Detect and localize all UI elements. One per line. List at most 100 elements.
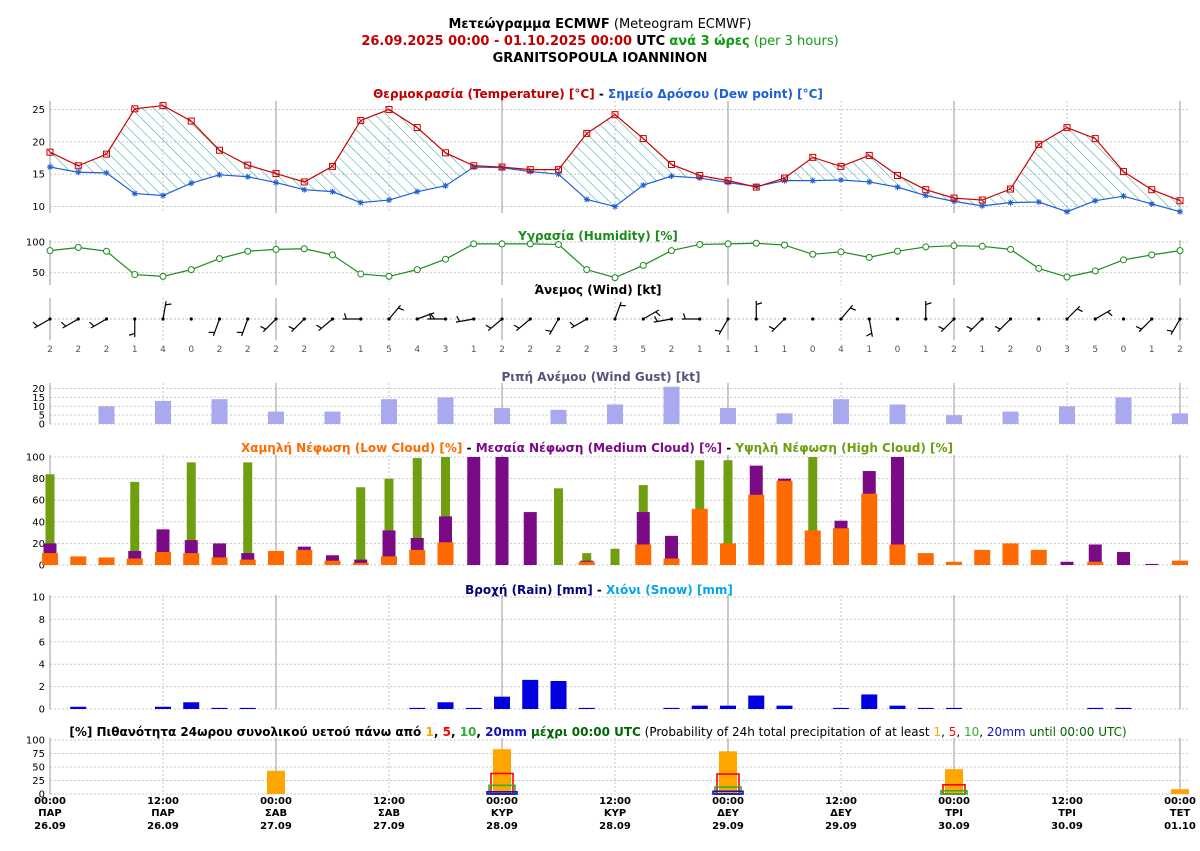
dew-point <box>809 177 816 184</box>
dew-point <box>1035 199 1042 205</box>
temperature-point <box>1091 135 1099 143</box>
wind-speed-label: 1 <box>358 345 364 355</box>
prob-bar-20mm <box>486 791 518 795</box>
low-cloud-bar <box>804 530 821 565</box>
wind-speed-label: 2 <box>273 345 279 355</box>
wind-barb <box>1066 305 1081 320</box>
x-label-day: ΤΕΤ <box>1170 808 1191 819</box>
cloud-ytick: 40 <box>32 517 45 528</box>
wind-barb <box>90 318 107 329</box>
dew-point <box>894 184 901 191</box>
wind-dot <box>415 317 419 321</box>
wind-barb-tick <box>343 313 347 320</box>
dew-point <box>612 203 618 210</box>
prob-bar-1mm <box>493 749 511 794</box>
dew-point <box>640 182 647 189</box>
low-cloud-bar <box>974 549 991 565</box>
wind-dot <box>76 317 80 321</box>
temperature-point <box>74 162 82 170</box>
wind-speed-label: 1 <box>753 345 759 355</box>
gust-title-part: Ριπή Ανέμου (Wind Gust) [kt] <box>502 370 701 384</box>
gust-bar <box>155 400 171 424</box>
rain-ytick: 4 <box>39 660 45 671</box>
temperature-point-mark <box>443 150 448 156</box>
wind-barb <box>1170 318 1181 335</box>
medium-cloud-bar <box>1145 563 1159 565</box>
prob-title-part: , <box>979 725 987 739</box>
prob-title-part: until 00:00 UTC) <box>1026 725 1127 739</box>
humidity-point <box>1035 264 1043 272</box>
low-cloud-bar <box>42 553 58 565</box>
high-cloud-bar <box>186 462 196 565</box>
temperature-point-mark <box>47 149 53 155</box>
x-label-day: ΚΥΡ <box>491 808 513 819</box>
wind-dot <box>782 317 787 321</box>
wind-speed-label: 2 <box>669 345 675 355</box>
temperature-point <box>1176 197 1184 205</box>
wind-dot <box>302 317 306 321</box>
dew-point <box>414 188 421 195</box>
wind-barb-tick <box>938 325 945 330</box>
low-cloud-bar <box>409 549 426 565</box>
temperature-point-mark <box>414 125 420 130</box>
wind-barb <box>212 318 221 337</box>
temperature-point <box>329 162 336 170</box>
wind-barb-tick <box>316 324 322 329</box>
wind-speed-label: 2 <box>330 345 336 355</box>
temperature-point-mark <box>1092 136 1098 141</box>
temperature-point <box>526 166 534 174</box>
temperature-point <box>244 161 252 169</box>
prob-title: [%] Πιθανότητα 24ωρου συνολικού υετού πά… <box>69 725 1126 739</box>
dew-point <box>47 164 53 171</box>
gust-bar <box>607 404 623 424</box>
rain-title: Βροχή (Rain) [mm] - Χιόνι (Snow) [mm] <box>465 583 733 597</box>
wind-barb-tick <box>89 321 95 327</box>
wind-barb <box>570 318 588 329</box>
dew-point <box>357 199 364 206</box>
wind-barb <box>718 318 729 335</box>
x-label-time: 00:00 <box>938 796 970 807</box>
low-cloud-bar <box>861 493 878 565</box>
temperature-point-mark <box>386 107 392 112</box>
high-cloud-bar <box>723 460 733 565</box>
medium-cloud-bar <box>467 457 481 565</box>
wind-barb-tick <box>714 329 721 333</box>
gust-bar <box>211 399 228 424</box>
humidity-point <box>865 253 873 261</box>
x-label-time: 00:00 <box>486 796 518 807</box>
x-label-time: 12:00 <box>373 796 405 807</box>
wind-dot <box>472 317 476 321</box>
temperature-point-mark <box>499 164 505 170</box>
temperature-point <box>950 194 958 202</box>
wind-dot <box>1121 317 1126 321</box>
x-label-date: 26.09 <box>34 821 66 832</box>
rain-title-part: Χιόνι (Snow) [mm] <box>606 583 733 597</box>
wind-barb-tick <box>398 307 405 311</box>
rain-ytick: 8 <box>39 615 45 626</box>
dew-point <box>103 169 110 176</box>
wind-dot <box>867 317 871 321</box>
wind-dot <box>613 317 617 321</box>
wind-dot <box>811 317 815 321</box>
x-label-time: 00:00 <box>1164 796 1196 807</box>
wind-dot <box>48 317 52 321</box>
gust-ytick: 5 <box>39 411 45 422</box>
gust-bar <box>268 411 284 424</box>
wind-barb-tick <box>260 325 267 330</box>
low-cloud-bar <box>239 559 256 565</box>
rain-bar <box>70 706 87 709</box>
wind-dot <box>641 317 645 321</box>
humidity-point <box>611 274 619 282</box>
gust-title: Ριπή Ανέμου (Wind Gust) [kt] <box>502 370 701 384</box>
high-cloud-bar <box>808 457 818 565</box>
wind-dot <box>528 317 532 321</box>
prob-title-part: 10 <box>964 725 979 739</box>
low-cloud-bar <box>126 558 143 565</box>
low-cloud-bar <box>889 544 906 565</box>
temperature-point-mark <box>753 184 759 190</box>
high-cloud-bar <box>130 481 140 565</box>
temperature-point <box>46 148 54 156</box>
low-cloud-bar <box>324 560 341 565</box>
dew-point <box>583 196 590 203</box>
medium-cloud-bar <box>665 535 678 565</box>
